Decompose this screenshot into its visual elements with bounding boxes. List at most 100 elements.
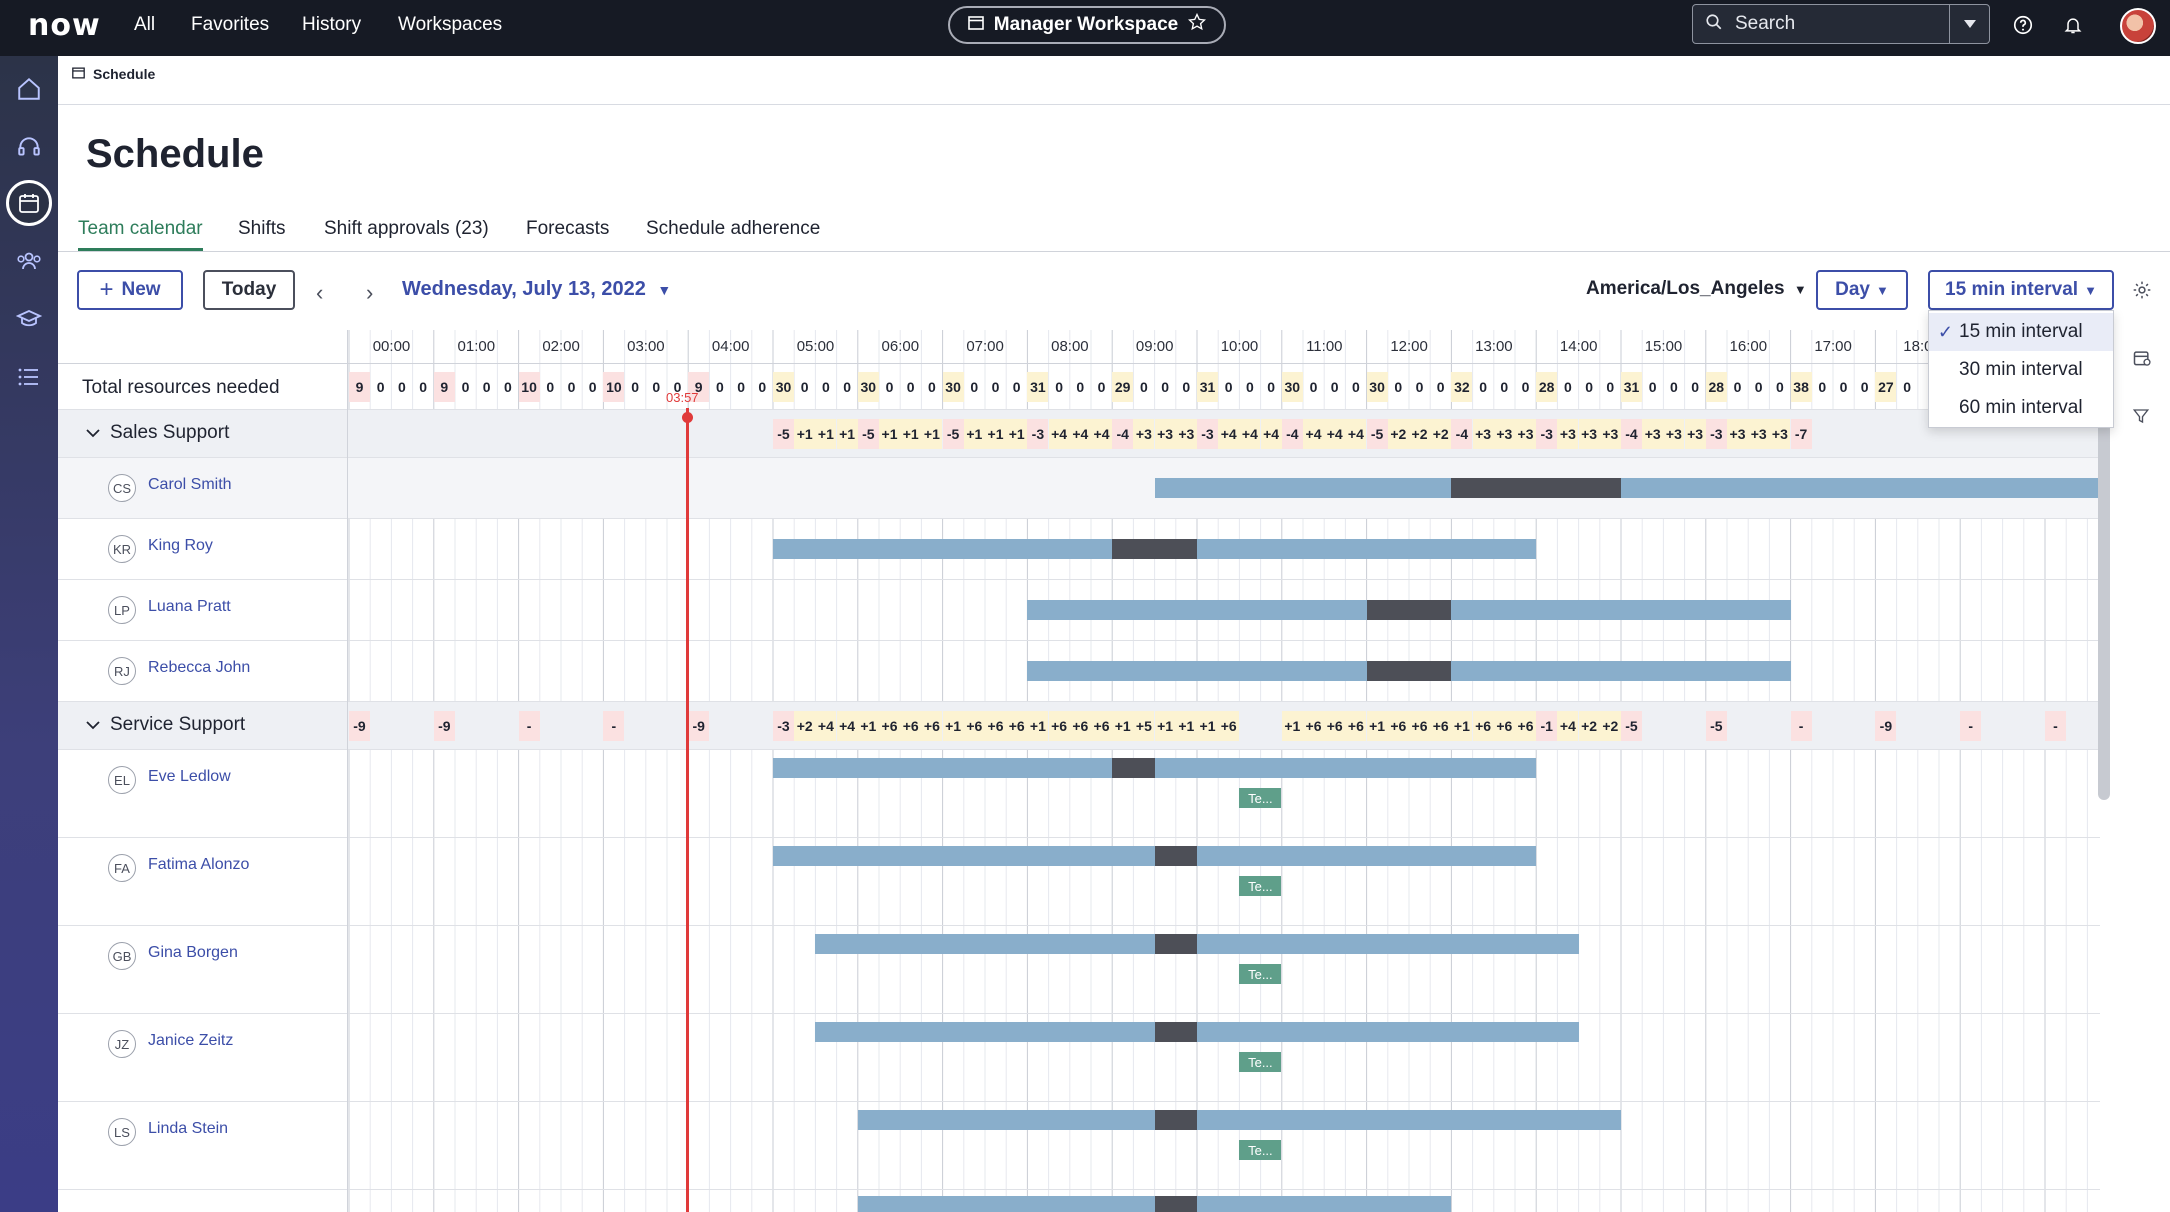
break-bar[interactable] (1112, 758, 1155, 778)
search-scope-dropdown[interactable] (1949, 5, 1989, 43)
break-bar[interactable] (1154, 1110, 1197, 1130)
new-button[interactable]: + New (77, 270, 183, 310)
person-name-link[interactable]: King Roy (148, 537, 213, 554)
help-icon[interactable] (2010, 12, 2036, 38)
breadcrumb[interactable]: Schedule (72, 66, 155, 82)
break-bar[interactable] (1112, 539, 1197, 559)
calendar-settings-icon[interactable] (2132, 348, 2158, 374)
person-name-link[interactable]: Janice Zeitz (148, 1032, 234, 1049)
chevron-right-icon[interactable]: › (366, 280, 374, 305)
shift-bar[interactable] (1451, 661, 1791, 681)
hour-label: 00:00 (372, 338, 411, 355)
bell-icon[interactable] (2060, 12, 2086, 38)
gear-icon[interactable] (2132, 280, 2152, 305)
team-activity-tag[interactable]: Te... (1239, 876, 1282, 896)
break-bar[interactable] (1154, 1022, 1197, 1042)
shift-bar[interactable] (773, 758, 1113, 778)
option-label: 60 min interval (1959, 397, 2083, 418)
home-icon[interactable] (6, 66, 52, 112)
staffing-cell: +3 (1599, 419, 1621, 449)
staffing-cell: -5 (1705, 711, 1727, 741)
shift-bar[interactable] (1197, 1022, 1579, 1042)
shift-bar[interactable] (1197, 1110, 1621, 1130)
person-name-link[interactable]: Carol Smith (148, 476, 232, 493)
staffing-cell (370, 419, 391, 449)
shift-bar[interactable] (1621, 478, 2100, 498)
tab-forecasts[interactable]: Forecasts (526, 218, 610, 239)
timezone-select[interactable]: America/Los_Angeles ▼ (1586, 278, 1807, 300)
staffing-cell: 0 (588, 379, 597, 395)
person-name-link[interactable]: Eve Ledlow (148, 768, 231, 785)
nav-history[interactable]: History (302, 14, 362, 35)
group-toggle[interactable]: Service Support (86, 714, 245, 736)
view-select[interactable]: Day ▼ (1816, 270, 1908, 310)
person-name-link[interactable]: Rebecca John (148, 659, 251, 676)
shift-bar[interactable] (1197, 539, 1537, 559)
shift-bar[interactable] (773, 846, 1155, 866)
workspace-pill[interactable]: Manager Workspace (948, 6, 1226, 44)
break-bar[interactable] (1366, 661, 1452, 681)
staffing-cell: 0 (482, 379, 491, 395)
list-icon[interactable] (6, 354, 52, 400)
staffing-cell: 0 (1139, 379, 1148, 395)
staffing-cell: 0 (503, 379, 512, 395)
staffing-cell: 0 (1733, 379, 1742, 395)
filter-icon[interactable] (2132, 406, 2158, 432)
date-picker[interactable]: Wednesday, July 13, 2022 ▼ (402, 278, 671, 301)
servicenow-logo[interactable]: now (28, 8, 101, 43)
group-toggle[interactable]: Sales Support (86, 422, 229, 444)
break-bar[interactable] (1366, 600, 1452, 620)
shift-bar[interactable] (1154, 478, 1452, 498)
headset-icon[interactable] (6, 124, 52, 170)
tab-schedule-adherence[interactable]: Schedule adherence (646, 218, 821, 239)
interval-select[interactable]: 15 min interval ▼ (1928, 270, 2114, 310)
person-name-link[interactable]: Fatima Alonzo (148, 856, 250, 873)
global-search[interactable]: Search (1692, 4, 1990, 44)
interval-option-30[interactable]: 30 min interval (1929, 351, 2113, 389)
staffing-cell (752, 419, 773, 449)
shift-bar[interactable] (815, 1022, 1155, 1042)
break-bar[interactable] (1451, 478, 1621, 498)
star-icon[interactable] (1188, 12, 1207, 37)
staffing-cell: 0 (1818, 379, 1827, 395)
staffing-cell (603, 419, 624, 449)
shift-bar[interactable] (1154, 758, 1537, 778)
shift-bar[interactable] (773, 539, 1113, 559)
graduation-cap-icon[interactable] (6, 296, 52, 342)
shift-bar[interactable] (857, 1110, 1155, 1130)
team-activity-tag[interactable]: Te... (1239, 964, 1282, 984)
view-label: Day (1835, 279, 1870, 300)
break-bar[interactable] (1154, 1196, 1197, 1212)
tab-shifts[interactable]: Shifts (238, 218, 286, 239)
team-icon[interactable] (6, 238, 52, 284)
person-name-link[interactable]: Linda Stein (148, 1120, 229, 1137)
team-activity-tag[interactable]: Te... (1239, 788, 1282, 808)
nav-all[interactable]: All (134, 14, 156, 35)
vertical-scrollbar[interactable] (2098, 420, 2110, 800)
shift-bar[interactable] (815, 934, 1155, 954)
shift-bar[interactable] (1451, 600, 1791, 620)
chevron-left-icon[interactable]: ‹ (316, 280, 324, 305)
today-button[interactable]: Today (203, 270, 295, 310)
tab-team-calendar[interactable]: Team calendar (78, 218, 203, 251)
tab-shift-approvals[interactable]: Shift approvals (23) (324, 218, 489, 239)
interval-option-60[interactable]: 60 min interval (1929, 389, 2113, 427)
shift-bar[interactable] (1027, 661, 1367, 681)
shift-bar[interactable] (1027, 600, 1367, 620)
staffing-cell: +2 (1387, 419, 1409, 449)
staffing-cell: 0 (1860, 379, 1869, 395)
break-bar[interactable] (1154, 846, 1197, 866)
person-name-link[interactable]: Luana Pratt (148, 598, 231, 615)
shift-bar[interactable] (1197, 934, 1579, 954)
team-activity-tag[interactable]: Te... (1239, 1140, 1282, 1160)
interval-option-15[interactable]: ✓ 15 min interval (1929, 313, 2113, 351)
user-avatar[interactable] (2120, 8, 2156, 44)
person-name-link[interactable]: Gina Borgen (148, 944, 238, 961)
calendar-icon[interactable] (6, 180, 52, 226)
staffing-cell (1918, 711, 1939, 741)
team-activity-tag[interactable]: Te... (1239, 1052, 1282, 1072)
nav-favorites[interactable]: Favorites (191, 14, 270, 35)
shift-bar[interactable] (1197, 846, 1537, 866)
break-bar[interactable] (1154, 934, 1197, 954)
nav-workspaces[interactable]: Workspaces (398, 14, 503, 35)
